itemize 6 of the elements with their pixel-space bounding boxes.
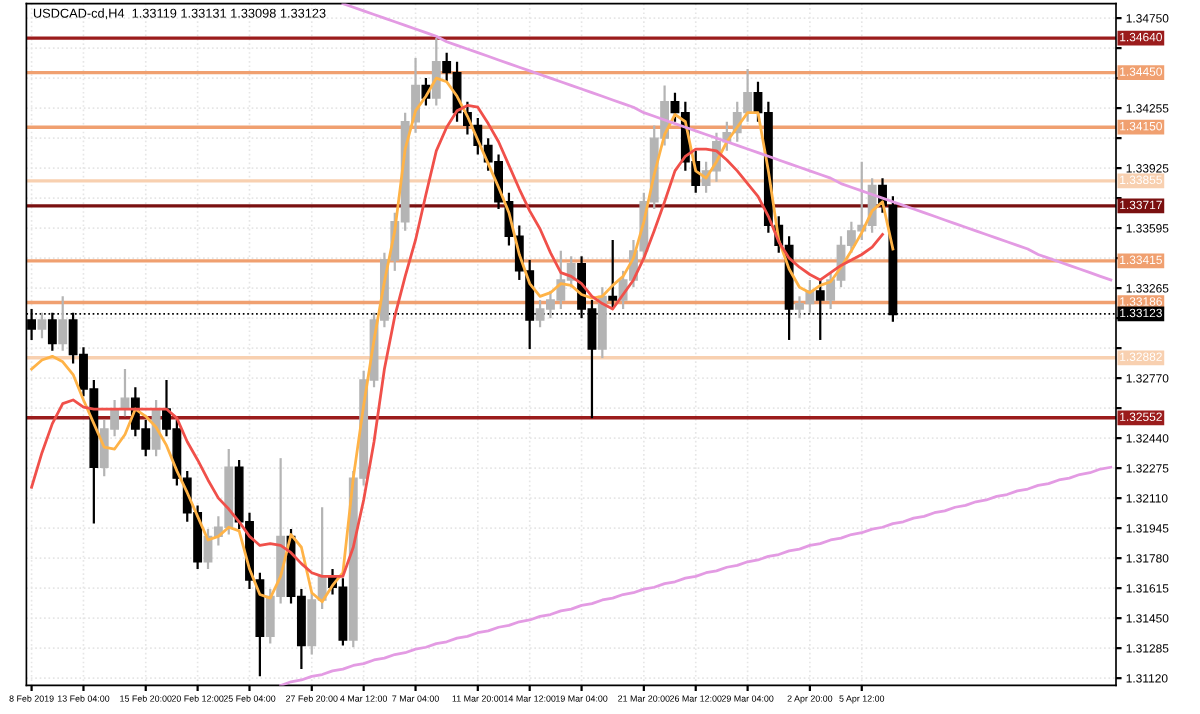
line-series [279, 465, 1113, 686]
line-series [341, 3, 1113, 282]
candlestick [58, 295, 68, 352]
candlestick [608, 238, 618, 311]
candlestick [37, 311, 47, 340]
candlestick [431, 37, 441, 107]
